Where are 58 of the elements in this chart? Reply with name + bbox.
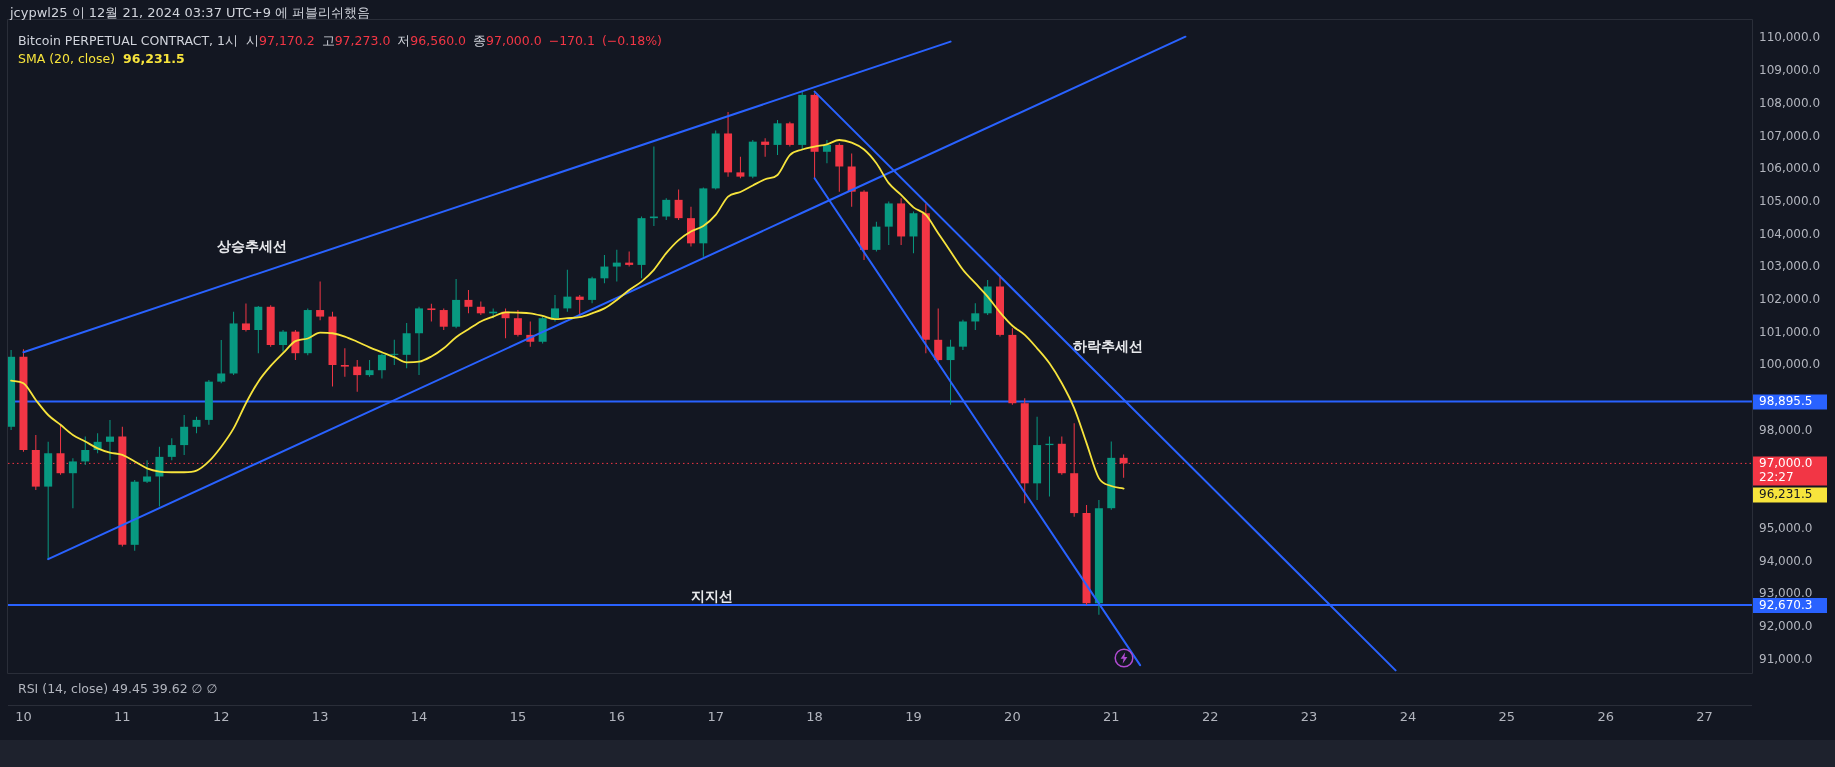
candlestick — [143, 460, 152, 484]
y-tick-label: 94,000.0 — [1759, 553, 1813, 568]
annotation: 96,231.5 — [123, 51, 185, 66]
x-tick-label: 23 — [1300, 709, 1318, 725]
candlestick — [217, 340, 226, 384]
x-tick-label: 24 — [1399, 709, 1417, 725]
x-tick-label: 22 — [1201, 709, 1219, 725]
candlestick — [612, 249, 621, 282]
x-tick-label: 20 — [1004, 709, 1021, 725]
text: 96,231.5 — [1759, 487, 1813, 502]
x-tick-label: 26 — [1597, 709, 1614, 725]
y-tick-label: 104,000.0 — [1759, 226, 1821, 241]
ref-line-label: 98,895.5 — [1759, 394, 1813, 409]
candlestick — [551, 295, 559, 322]
annotation: jcypwl25 이 12월 21, 2024 03:37 UTC+9 에 퍼블리쉬했음 — [10, 5, 371, 21]
x-tick-label: 27 — [1696, 709, 1713, 725]
y-tick-label: 98,000.0 — [1759, 422, 1813, 437]
text: RSI (14, close) 49.45 39.62 ∅ ∅ — [18, 681, 218, 697]
x-tick-label: 16 — [608, 709, 626, 725]
y-tick-label: 108,000.0 — [1759, 95, 1821, 110]
x-tick-label: 18 — [806, 709, 823, 725]
x-tick-label: 10 — [15, 709, 32, 725]
text: 시97,170.2 고97,273.0 저96,560.0 종97,000.0 −170.1 (−0.18%) — [246, 33, 662, 48]
candlestick — [884, 201, 893, 245]
y-tick-label: 92,000.0 — [1759, 619, 1813, 634]
y-tick-label: 110,000.0 — [1759, 30, 1821, 45]
y-tick-label: 109,000.0 — [1759, 63, 1821, 78]
x-tick-label: 14 — [410, 709, 428, 725]
annotation: 상승추세선 — [216, 237, 287, 254]
y-tick-label: 106,000.0 — [1759, 161, 1821, 176]
x-tick-label: 25 — [1498, 709, 1516, 725]
text: Bitcoin PERPETUAL CONTRACT, 1시 — [18, 33, 238, 48]
candlestick — [958, 319, 967, 350]
candlestick — [365, 360, 374, 377]
ref-line-label: 97,000.0 22:27 — [1759, 456, 1813, 485]
candlestick — [316, 281, 325, 321]
y-tick-label: 103,000.0 — [1759, 259, 1821, 274]
annotation: 지지선 — [690, 587, 733, 604]
y-tick-label: 95,000.0 — [1759, 520, 1813, 535]
y-tick-label: 100,000.0 — [1759, 357, 1821, 372]
annotation: 하락추세선 — [1073, 338, 1144, 355]
x-tick-label: 13 — [311, 709, 329, 725]
y-tick-label: 91,000.0 — [1759, 651, 1813, 666]
y-tick-label: 102,000.0 — [1759, 292, 1821, 307]
text: SMA (20, close) — [18, 51, 116, 66]
y-tick-label: 105,000.0 — [1759, 193, 1821, 208]
candlestick — [241, 303, 250, 332]
candlestick — [340, 348, 349, 377]
x-tick-label: 15 — [509, 709, 527, 725]
x-tick-label: 17 — [707, 709, 724, 725]
y-tick-label: 107,000.0 — [1759, 128, 1821, 143]
x-tick-label: 19 — [905, 709, 922, 725]
x-tick-label: 11 — [114, 709, 131, 725]
candlestick — [736, 156, 745, 179]
x-tick-label: 12 — [212, 709, 230, 725]
x-tick-label: 21 — [1102, 709, 1120, 725]
candlestick — [427, 303, 436, 322]
y-tick-label: 101,000.0 — [1759, 324, 1821, 339]
